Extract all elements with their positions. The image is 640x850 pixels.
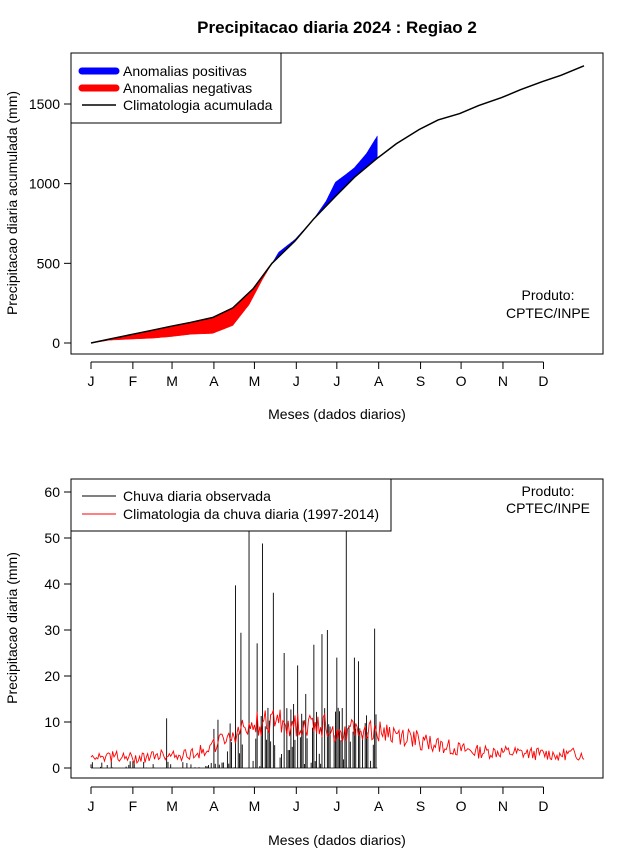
top-y-tick-label: 1000 — [29, 176, 60, 192]
legend-label-climatology-daily: Climatologia da chuva diaria (1997-2014) — [123, 506, 379, 522]
bottom-x-tick-label: A — [209, 798, 219, 814]
top-y-axis: 0 500 1000 1500 — [29, 96, 72, 351]
legend-label-observed: Chuva diaria observada — [123, 488, 271, 504]
bottom-y-axis: 0 10 20 30 40 50 60 — [44, 484, 72, 776]
top-x-tick-label: J — [88, 373, 95, 389]
top-x-tick-label: J — [293, 373, 300, 389]
negative-anomaly-area — [92, 262, 273, 344]
top-x-tick-label: S — [416, 373, 425, 389]
bottom-x-tick-label: M — [166, 798, 178, 814]
bottom-x-tick-label: A — [374, 798, 384, 814]
legend-label-climatology: Climatologia acumulada — [123, 97, 273, 113]
bottom-y-tick-label: 40 — [44, 576, 60, 592]
bottom-x-axis-label: Meses (dados diarios) — [268, 832, 406, 848]
positive-anomaly-area — [273, 134, 378, 263]
bottom-y-tick-label: 50 — [44, 530, 60, 546]
legend-label-positive: Anomalias positivas — [123, 63, 247, 79]
top-x-tick-label: O — [456, 373, 467, 389]
bottom-x-tick-label: F — [129, 798, 138, 814]
top-x-tick-label: A — [209, 373, 219, 389]
bottom-y-axis-label: Precipitacao diaria (mm) — [4, 552, 20, 704]
observed-bars — [90, 528, 378, 769]
top-y-tick-label: 500 — [37, 255, 61, 271]
top-x-tick-label: A — [374, 373, 384, 389]
bottom-y-tick-label: 0 — [52, 760, 60, 776]
bottom-x-tick-label: J — [333, 798, 340, 814]
bottom-y-tick-label: 30 — [44, 622, 60, 638]
bottom-legend: Chuva diaria observada Climatologia da c… — [70, 478, 392, 532]
bottom-x-tick-label: D — [538, 798, 548, 814]
top-x-axis-label: Meses (dados diarios) — [268, 406, 406, 422]
bottom-x-tick-label: N — [498, 798, 508, 814]
top-panel: 0 500 1000 1500 J F M A M J J A S O N D Precipitacao d… — [4, 52, 604, 422]
bottom-x-tick-label: O — [456, 798, 467, 814]
bottom-x-tick-label: S — [416, 798, 425, 814]
legend-label-negative: Anomalias negativas — [123, 80, 252, 96]
top-y-axis-label: Precipitacao diaria acumulada (mm) — [4, 91, 20, 315]
bottom-product-label: Produto: — [522, 483, 575, 499]
bottom-x-tick-label: J — [88, 798, 95, 814]
climatology-daily-line — [90, 709, 585, 765]
bottom-y-tick-label: 10 — [44, 714, 60, 730]
top-product-label: Produto: — [522, 287, 575, 303]
top-x-tick-label: D — [538, 373, 548, 389]
bottom-panel: 0 10 20 30 40 50 60 J F M A M J J A S O N D Precipitacao … — [4, 478, 604, 848]
top-x-tick-label: J — [333, 373, 340, 389]
chart-title: Precipitacao diaria 2024 : Regiao 2 — [197, 18, 477, 37]
top-x-tick-label: F — [129, 373, 138, 389]
top-y-tick-label: 1500 — [29, 96, 60, 112]
bottom-x-tick-label: J — [293, 798, 300, 814]
top-legend: Anomalias positivas Anomalias negativas … — [70, 52, 282, 124]
bottom-y-tick-label: 20 — [44, 668, 60, 684]
top-x-tick-label: M — [249, 373, 261, 389]
bottom-x-tick-label: M — [249, 798, 261, 814]
bottom-product-source: CPTEC/INPE — [506, 500, 590, 516]
climatology-cumulative-line — [90, 65, 585, 344]
top-x-tick-label: M — [166, 373, 178, 389]
top-x-tick-label: N — [498, 373, 508, 389]
top-y-tick-label: 0 — [52, 335, 60, 351]
top-product-source: CPTEC/INPE — [506, 305, 590, 321]
bottom-legend-box — [70, 478, 392, 532]
bottom-y-tick-label: 60 — [44, 484, 60, 500]
top-areas — [92, 134, 378, 344]
